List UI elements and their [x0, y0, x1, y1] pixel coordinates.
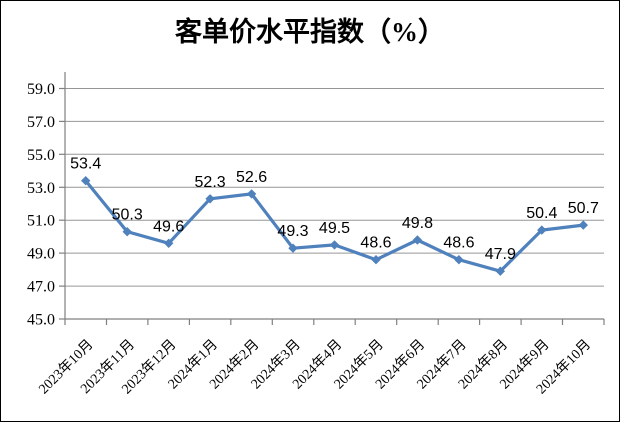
data-point-label: 49.6 — [153, 218, 184, 235]
data-point-marker — [329, 240, 340, 250]
data-point-label: 47.9 — [485, 246, 516, 263]
data-point-label: 50.7 — [568, 200, 599, 217]
data-point-marker — [578, 220, 588, 230]
data-point-marker — [81, 176, 91, 186]
y-axis-tick-label: 47.0 — [27, 279, 55, 296]
y-axis-tick-label: 59.0 — [27, 81, 55, 98]
data-point-label: 48.6 — [443, 235, 474, 252]
data-point-label: 52.3 — [195, 174, 226, 191]
data-point-marker — [412, 235, 423, 245]
chart-title: 客单价水平指数（%） — [175, 17, 445, 47]
y-axis-tick-label: 51.0 — [27, 213, 55, 230]
data-point-label: 49.8 — [402, 215, 433, 232]
y-axis-tick-label: 55.0 — [27, 147, 55, 164]
data-point-label: 48.6 — [360, 235, 391, 252]
y-axis-tick-label: 45.0 — [27, 312, 55, 329]
y-axis-tick-label: 53.0 — [27, 180, 55, 197]
data-point-label: 52.6 — [236, 169, 267, 186]
data-point-label: 49.5 — [319, 220, 350, 237]
data-point-label: 50.4 — [526, 205, 557, 222]
data-point-marker — [164, 238, 174, 248]
data-point-marker — [122, 227, 132, 237]
data-point-marker — [205, 194, 215, 204]
data-point-marker — [246, 189, 257, 199]
y-axis-tick-label: 57.0 — [27, 114, 55, 131]
data-point-marker — [537, 225, 547, 235]
data-point-label: 50.3 — [112, 207, 143, 224]
data-point-marker — [371, 255, 381, 265]
data-point-label: 53.4 — [70, 156, 101, 173]
data-point-label: 49.3 — [277, 223, 308, 240]
data-point-marker — [495, 266, 505, 276]
y-axis-tick-label: 49.0 — [27, 246, 55, 263]
data-point-marker — [288, 243, 298, 253]
data-point-marker — [454, 255, 464, 265]
